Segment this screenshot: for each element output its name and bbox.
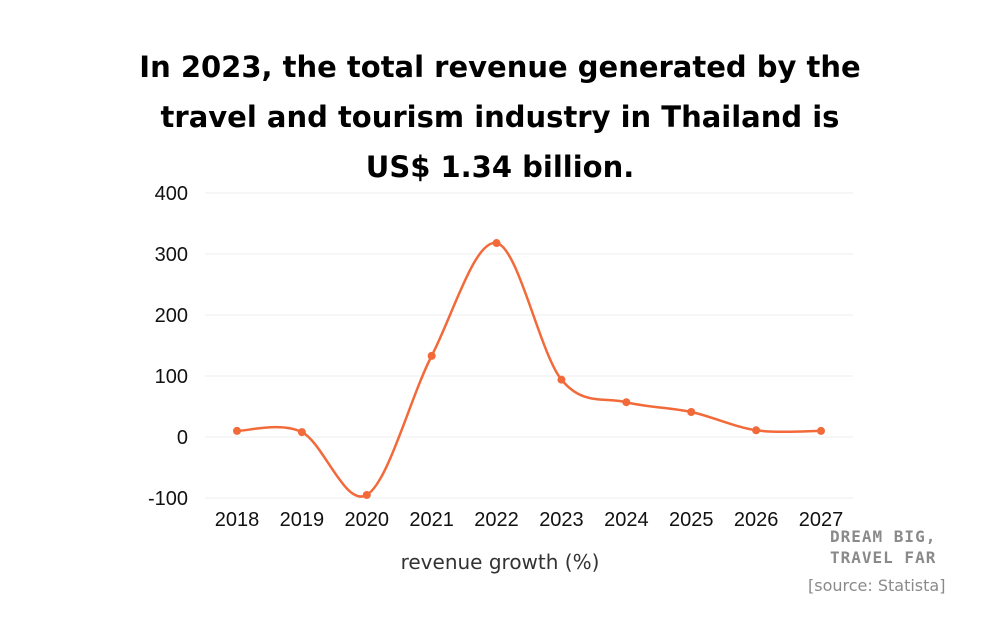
x-tick-label: 2027	[799, 509, 844, 531]
brand-line: TRAVEL FAR	[830, 548, 937, 567]
data-point	[687, 407, 696, 416]
series-line	[236, 241, 822, 498]
x-tick-label: 2021	[409, 509, 454, 531]
y-tick-label: 400	[155, 183, 188, 205]
data-point	[233, 426, 241, 435]
y-tick-label: 0	[177, 427, 188, 449]
data-point	[362, 490, 371, 499]
chart-title: In 2023, the total revenue generated by …	[100, 42, 900, 192]
source-note: [source: Statista]	[808, 576, 946, 595]
y-tick-label: 100	[155, 366, 188, 388]
y-tick-label: -100	[148, 488, 188, 510]
y-tick-label: 300	[155, 244, 188, 266]
title-line: In 2023, the total revenue generated by …	[139, 50, 861, 84]
x-tick-label: 2022	[474, 509, 519, 531]
data-point	[557, 375, 566, 384]
data-point	[297, 428, 306, 437]
data-point	[752, 426, 761, 435]
title-line: travel and tourism industry in Thailand …	[160, 100, 840, 134]
title-line: US$ 1.34 billion.	[365, 150, 635, 184]
data-point	[492, 239, 501, 248]
data-point	[817, 426, 825, 435]
x-tick-label: 2026	[734, 509, 779, 531]
brand-logo: DREAM BIG, TRAVEL FAR	[830, 526, 936, 568]
data-point	[427, 351, 436, 360]
x-axis-label: revenue growth (%)	[400, 550, 600, 574]
brand-line: DREAM BIG,	[830, 527, 937, 546]
data-point	[622, 398, 631, 407]
x-tick-label: 2018	[215, 509, 260, 531]
x-tick-label: 2020	[345, 509, 390, 531]
x-tick-label: 2019	[280, 509, 325, 531]
x-tick-label: 2023	[539, 509, 584, 531]
x-tick-label: 2025	[669, 509, 714, 531]
y-tick-label: 200	[155, 305, 188, 327]
x-tick-label: 2024	[604, 509, 649, 531]
